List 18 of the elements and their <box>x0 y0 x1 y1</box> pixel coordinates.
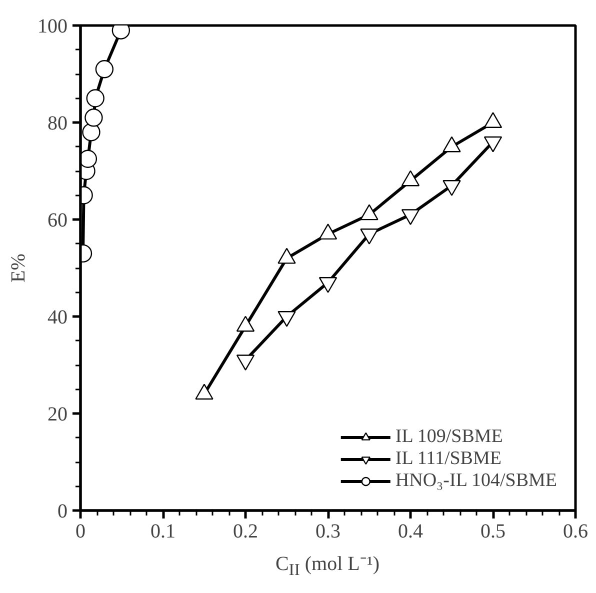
x-tick-label: 0.3 <box>316 520 340 542</box>
y-tick-label: 0 <box>58 500 68 522</box>
y-axis-title: E% <box>8 254 30 282</box>
x-tick-label: 0.5 <box>480 520 506 542</box>
y-tick-label: 40 <box>48 306 68 328</box>
legend-label: IL 109/SBME <box>395 426 503 448</box>
x-axis-title: C$_{II}$ (mol L⁻¹) <box>275 552 380 581</box>
y-tick-label: 100 <box>38 16 68 38</box>
legend-label: IL 111/SBME <box>395 448 502 470</box>
x-tick-label: 0.6 <box>563 520 588 542</box>
x-tick-label: 0 <box>76 520 86 542</box>
x-tick-label: 0.4 <box>398 520 423 542</box>
y-tick-label: 60 <box>48 210 68 232</box>
y-tick-label: 80 <box>48 112 68 134</box>
x-tick-label: 0.1 <box>150 520 176 542</box>
y-tick-label: 20 <box>48 404 68 426</box>
x-tick-label: 0.2 <box>233 520 258 542</box>
legend-label: HNO₃-IL 104/SBME <box>395 470 557 492</box>
